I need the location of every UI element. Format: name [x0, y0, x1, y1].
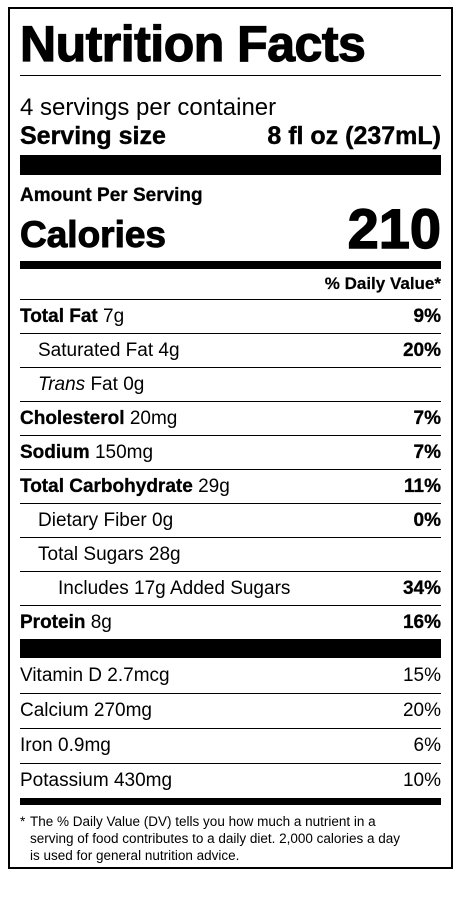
vitamin-row-calcium: Calcium 270mg 20%: [20, 693, 441, 728]
footnote-line-2: serving of food contributes to a daily d…: [30, 831, 400, 846]
nutrient-dv: 20%: [402, 339, 441, 361]
medium-divider: [20, 261, 441, 269]
nutrient-amount: 0g: [152, 509, 174, 531]
nutrient-name: Fat: [90, 373, 118, 395]
footnote-line-1: The % Daily Value (DV) tells you how muc…: [30, 814, 376, 829]
nutrient-name-italic: Trans: [38, 373, 86, 395]
amount-per-serving: Amount Per Serving: [20, 185, 203, 206]
vitamin-amount: 270mg: [93, 700, 153, 721]
vitamin-amount: 2.7mcg: [107, 664, 170, 686]
nutrient-row-cholesterol: Cholesterol 20mg 7%: [20, 401, 441, 435]
nutrient-amount: 29g: [198, 475, 230, 497]
servings-per-container: 4 servings per container: [20, 94, 277, 121]
nutrient-name: Total Fat: [20, 305, 98, 327]
thick-divider: [20, 155, 441, 175]
vitamin-dv: 20%: [402, 700, 441, 721]
footnote-line-3: is used for general nutrition advice.: [30, 848, 240, 863]
nutrient-row-sodium: Sodium 150mg 7%: [20, 435, 441, 469]
vitamin-row-vitamin-d: Vitamin D 2.7mcg 15%: [20, 658, 441, 693]
vitamin-name: Vitamin D: [20, 664, 103, 686]
vitamin-divider: [20, 639, 441, 658]
nutrient-row-dietary-fiber: Dietary Fiber 0g 0%: [20, 503, 441, 537]
vitamin-dv: 10%: [402, 770, 441, 791]
nutrient-dv: 11%: [404, 475, 441, 497]
nutrient-row-trans-fat: Trans Fat 0g: [20, 367, 441, 401]
nutrient-row-total-sugars: Total Sugars 28g: [20, 537, 441, 571]
serving-size-label: Serving size: [20, 122, 166, 150]
calories-value: 210: [347, 197, 442, 260]
vitamin-dv: 15%: [402, 664, 441, 686]
nutrient-amount: 150mg: [94, 441, 154, 463]
footnote: * The % Daily Value (DV) tells you how mu…: [20, 813, 441, 864]
nutrient-name: Saturated Fat: [38, 339, 154, 361]
nutrient-row-protein: Protein 8g 16%: [20, 605, 441, 639]
nutrient-amount: 4g: [158, 339, 180, 361]
serving-size-value: 8 fl oz (237mL): [267, 122, 441, 150]
daily-value-header: % Daily Value*: [324, 274, 441, 293]
vitamin-name: Iron: [20, 735, 53, 756]
nutrient-amount: 28g: [148, 543, 181, 565]
vitamin-amount: 0.9mg: [58, 735, 111, 756]
nutrient-dv: 16%: [402, 611, 441, 633]
nutrient-row-total-carbohydrate: Total Carbohydrate 29g 11%: [20, 469, 441, 503]
nutrient-dv: 0%: [413, 509, 441, 531]
vitamin-amount: 430mg: [113, 770, 173, 791]
label-title: Nutrition Facts: [19, 16, 366, 72]
nutrient-amount: 0g: [123, 373, 145, 395]
nutrient-row-saturated-fat: Saturated Fat 4g 20%: [20, 333, 441, 367]
calories-row: Calories 210: [19, 200, 441, 257]
nutrition-facts-label: Nutrition Facts 4 servings per container…: [8, 7, 453, 869]
vitamin-row-iron: Iron 0.9mg 6%: [20, 728, 441, 763]
nutrient-row-added-sugars: Includes 17g Added Sugars 34%: [20, 571, 441, 605]
nutrient-amount: 8g: [90, 611, 112, 633]
nutrient-name: Sodium: [20, 441, 90, 463]
nutrient-row-total-fat: Total Fat 7g 9%: [20, 299, 441, 333]
nutrient-name: Cholesterol: [20, 407, 125, 429]
title-divider: [20, 75, 441, 76]
footnote-star: *: [20, 814, 26, 829]
vitamin-dv: 6%: [413, 735, 441, 756]
nutrient-amount: 20mg: [129, 407, 178, 429]
nutrient-name: Total Sugars: [38, 543, 144, 565]
nutrient-dv: 34%: [402, 577, 441, 599]
nutrient-dv: 7%: [413, 441, 441, 463]
calories-label: Calories: [19, 214, 167, 255]
vitamin-name: Calcium: [20, 700, 89, 721]
nutrient-name: Dietary Fiber: [38, 509, 147, 531]
vitamin-name: Potassium: [20, 770, 109, 791]
nutrient-dv: 9%: [413, 305, 441, 327]
vitamin-row-potassium: Potassium 430mg 10%: [20, 763, 441, 798]
nutrient-name: Total Carbohydrate: [20, 475, 193, 497]
nutrient-name: Protein: [20, 611, 86, 633]
serving-size-row: Serving size 8 fl oz (237mL): [20, 122, 441, 150]
nutrient-name: Includes 17g Added Sugars: [58, 577, 291, 599]
footnote-divider: [20, 798, 441, 805]
nutrient-dv: 7%: [413, 407, 441, 429]
nutrient-amount: 7g: [103, 305, 125, 327]
